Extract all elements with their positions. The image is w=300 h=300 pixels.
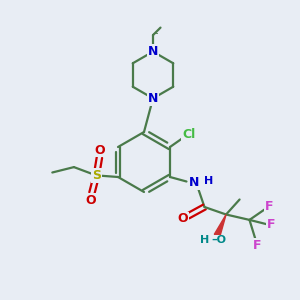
Text: H: H xyxy=(204,176,213,187)
Text: N: N xyxy=(148,92,158,105)
Text: N: N xyxy=(148,45,158,58)
Text: F: F xyxy=(267,218,275,231)
Text: S: S xyxy=(92,169,101,182)
Text: –: – xyxy=(153,28,158,38)
Text: N: N xyxy=(189,176,199,190)
Text: O: O xyxy=(177,212,188,226)
Text: O: O xyxy=(94,143,105,157)
Text: F: F xyxy=(265,200,273,213)
Text: Cl: Cl xyxy=(182,128,195,141)
Text: O: O xyxy=(85,194,96,207)
Text: H: H xyxy=(200,235,209,245)
Text: –O: –O xyxy=(212,235,227,245)
Text: F: F xyxy=(253,239,261,252)
Polygon shape xyxy=(214,214,226,237)
